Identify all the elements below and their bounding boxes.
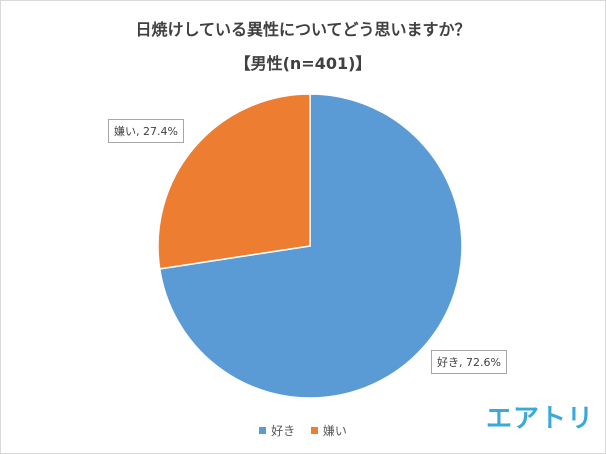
pie-slice-like <box>158 93 463 399</box>
chart-subtitle: 【男性(n=401)】 <box>234 54 372 73</box>
legend-item-dislike: 嫌い <box>310 422 347 439</box>
pie-slice-dislike <box>157 93 311 270</box>
legend: 好き 嫌い <box>0 422 606 439</box>
legend-swatch-like <box>259 427 267 434</box>
data-label-like: 好き, 72.6% <box>431 350 507 374</box>
legend-item-like: 好き <box>259 422 295 439</box>
legend-swatch-dislike <box>310 427 318 434</box>
chart-title: 日焼けしている異性についてどう思いますか？ <box>135 20 471 39</box>
data-label-dislike: 嫌い, 27.4% <box>108 119 184 143</box>
legend-label-dislike: 嫌い <box>322 424 347 438</box>
airtrip-logo: エアトリ <box>486 404 595 434</box>
legend-label-like: 好き <box>271 424 296 438</box>
